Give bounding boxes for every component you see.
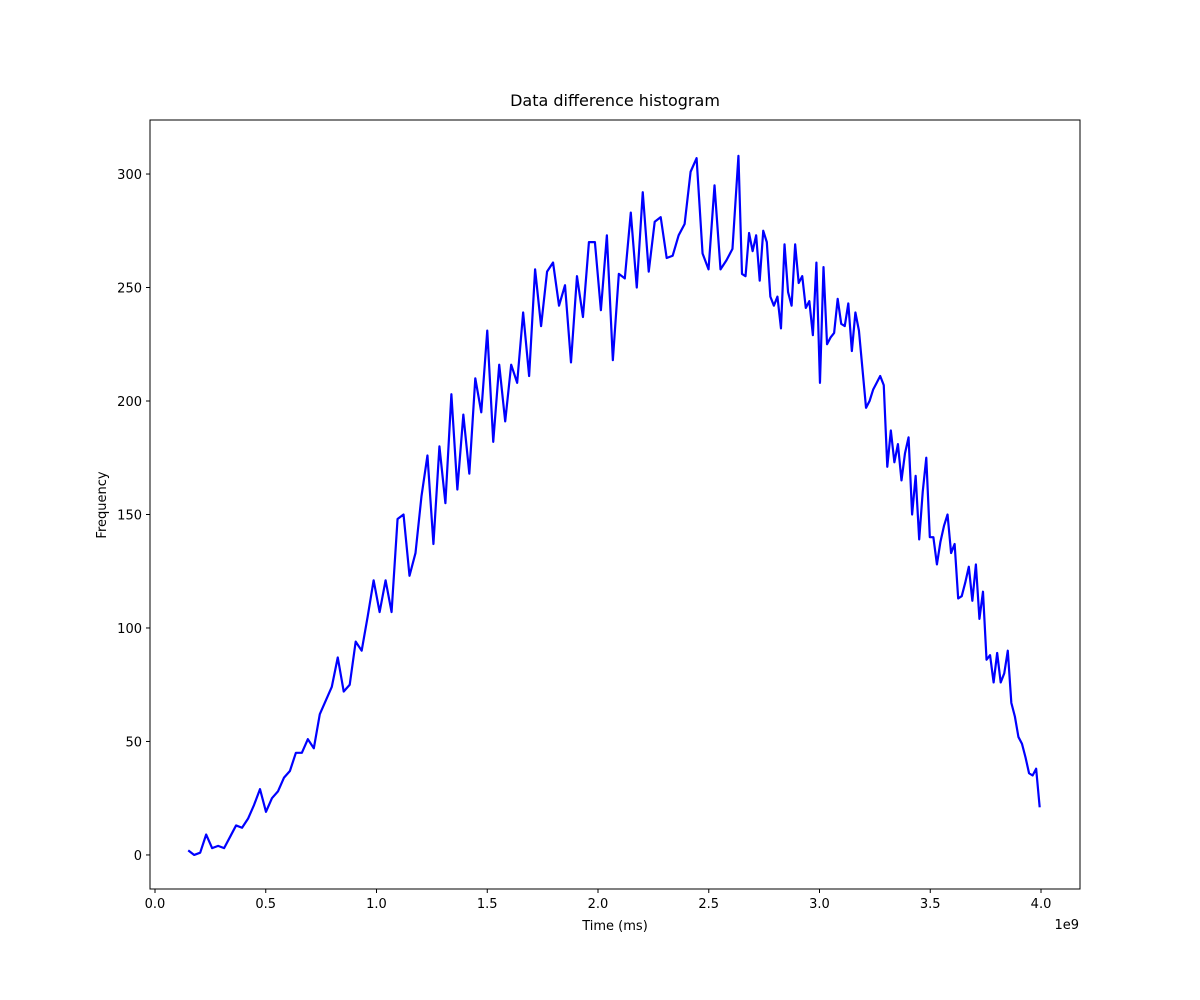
x-offset-text: 1e9 xyxy=(1054,918,1079,933)
y-tick-label: 250 xyxy=(117,282,142,297)
y-tick-label: 50 xyxy=(125,735,142,750)
x-tick-label: 4.0 xyxy=(1031,897,1052,912)
y-tick-label: 100 xyxy=(117,622,142,637)
x-tick-label: 1.5 xyxy=(477,897,498,912)
x-axis-label: Time (ms) xyxy=(581,919,648,934)
data-line xyxy=(187,154,1041,857)
x-tick-label: 2.0 xyxy=(588,897,609,912)
x-tick-label: 2.5 xyxy=(698,897,719,912)
x-tick-label: 1.0 xyxy=(366,897,387,912)
y-axis-label: Frequency xyxy=(95,471,110,538)
plot-frame xyxy=(149,119,1081,890)
x-tick-label: 3.5 xyxy=(920,897,941,912)
chart-title: Data difference histogram xyxy=(510,91,720,110)
x-tick-label: 0.0 xyxy=(145,897,166,912)
y-tick-label: 150 xyxy=(117,508,142,523)
y-tick-label: 300 xyxy=(117,168,142,183)
y-tick-label: 200 xyxy=(117,395,142,410)
x-tick-label: 0.5 xyxy=(255,897,276,912)
y-tick-label: 0 xyxy=(134,849,142,864)
x-tick-label: 3.0 xyxy=(809,897,830,912)
